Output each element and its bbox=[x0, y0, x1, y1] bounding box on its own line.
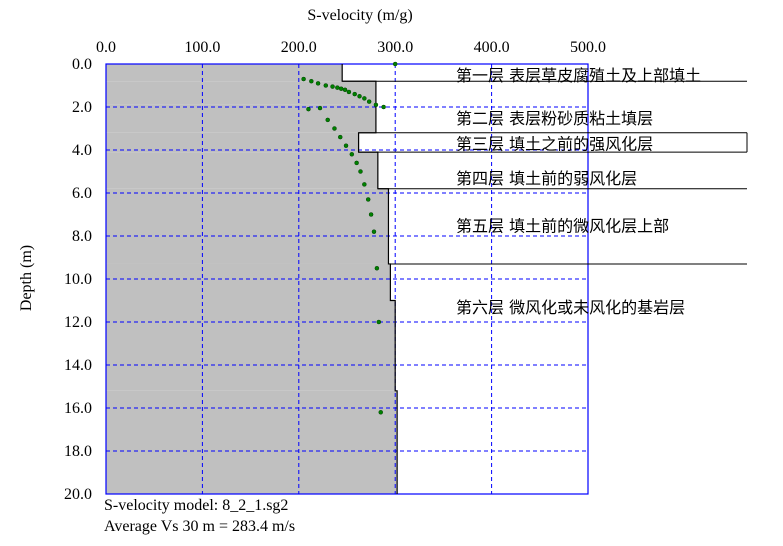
y-tick-label: 12.0 bbox=[64, 314, 92, 331]
velocity-fill-4 bbox=[106, 152, 378, 189]
data-point bbox=[332, 126, 337, 131]
data-point bbox=[330, 84, 335, 89]
y-tick-label: 20.0 bbox=[64, 486, 92, 503]
data-point bbox=[343, 143, 349, 148]
layer-annotation-6: 第六层 微风化或未风化的基岩层 bbox=[456, 298, 685, 317]
layer-annotation-1: 第一层 表层草皮腐殖土及上部填土 bbox=[456, 66, 701, 85]
data-point bbox=[352, 91, 357, 97]
data-point bbox=[365, 197, 371, 202]
velocity-fill-2 bbox=[106, 104, 376, 133]
data-point bbox=[392, 61, 398, 67]
y-tick-label: 8.0 bbox=[72, 228, 92, 245]
velocity-fill-0 bbox=[106, 64, 343, 82]
velocity-fill-6 bbox=[106, 263, 391, 301]
model-filename: S-velocity model: 8_2_1.sg2 bbox=[104, 497, 289, 514]
x-tick-label: 300.0 bbox=[377, 39, 413, 56]
data-point bbox=[381, 104, 386, 110]
y-tick-label: 18.0 bbox=[64, 443, 92, 460]
data-point bbox=[315, 81, 321, 86]
y-tick-label: 4.0 bbox=[72, 142, 92, 159]
data-point bbox=[323, 83, 329, 88]
velocity-fill-8 bbox=[106, 390, 398, 494]
layer-annotation-5: 第五层 填土前的微风化层上部 bbox=[456, 216, 669, 235]
x-tick-label: 200.0 bbox=[281, 39, 317, 56]
y-tick-label: 16.0 bbox=[64, 400, 92, 417]
y-tick-label: 6.0 bbox=[72, 185, 92, 202]
y-tick-label: 2.0 bbox=[72, 99, 92, 116]
data-point bbox=[374, 266, 380, 271]
data-point bbox=[338, 86, 344, 91]
plot-frame bbox=[105, 63, 589, 495]
data-point bbox=[354, 160, 359, 166]
data-point bbox=[338, 134, 343, 140]
x-axis-title: S-velocity (m/g) bbox=[307, 7, 412, 24]
data-point bbox=[376, 319, 382, 325]
layer-annotation-2: 第二层 表层粉砂质粘土填层 bbox=[456, 109, 653, 128]
y-tick-label: 0.0 bbox=[72, 56, 92, 73]
data-point bbox=[346, 89, 352, 95]
velocity-fill-1 bbox=[106, 81, 376, 105]
y-tick-label: 10.0 bbox=[64, 271, 92, 288]
velocity-fill-3 bbox=[106, 132, 359, 153]
velocity-fill-7 bbox=[106, 300, 396, 391]
data-point bbox=[362, 96, 367, 101]
data-point bbox=[349, 152, 355, 157]
data-point bbox=[342, 87, 348, 93]
data-point bbox=[357, 94, 362, 99]
data-point bbox=[325, 117, 330, 123]
data-point bbox=[309, 78, 314, 84]
data-point bbox=[371, 229, 377, 234]
data-point bbox=[378, 410, 383, 415]
data-point bbox=[358, 169, 363, 174]
x-tick-label: 100.0 bbox=[184, 39, 220, 56]
velocity-fill-5 bbox=[106, 188, 389, 264]
x-tick-label: 500.0 bbox=[570, 39, 606, 56]
data-point bbox=[368, 212, 374, 217]
data-point bbox=[335, 85, 340, 90]
layer-annotation-4: 第四层 填土前的弱风化层 bbox=[456, 169, 637, 188]
data-point bbox=[306, 106, 311, 112]
layer-annotation-3: 第三层 填土之前的强风化层 bbox=[456, 135, 653, 154]
data-point bbox=[301, 76, 306, 82]
y-axis-title: Depth (m) bbox=[18, 245, 35, 311]
x-tick-label: 400.0 bbox=[474, 39, 510, 56]
average-vs30: Average Vs 30 m = 283.4 m/s bbox=[104, 518, 296, 535]
data-point bbox=[366, 99, 372, 104]
data-point bbox=[373, 102, 379, 108]
y-tick-label: 14.0 bbox=[64, 357, 92, 374]
x-tick-label: 0.0 bbox=[96, 39, 116, 56]
data-point bbox=[317, 105, 323, 111]
data-point bbox=[362, 182, 367, 187]
